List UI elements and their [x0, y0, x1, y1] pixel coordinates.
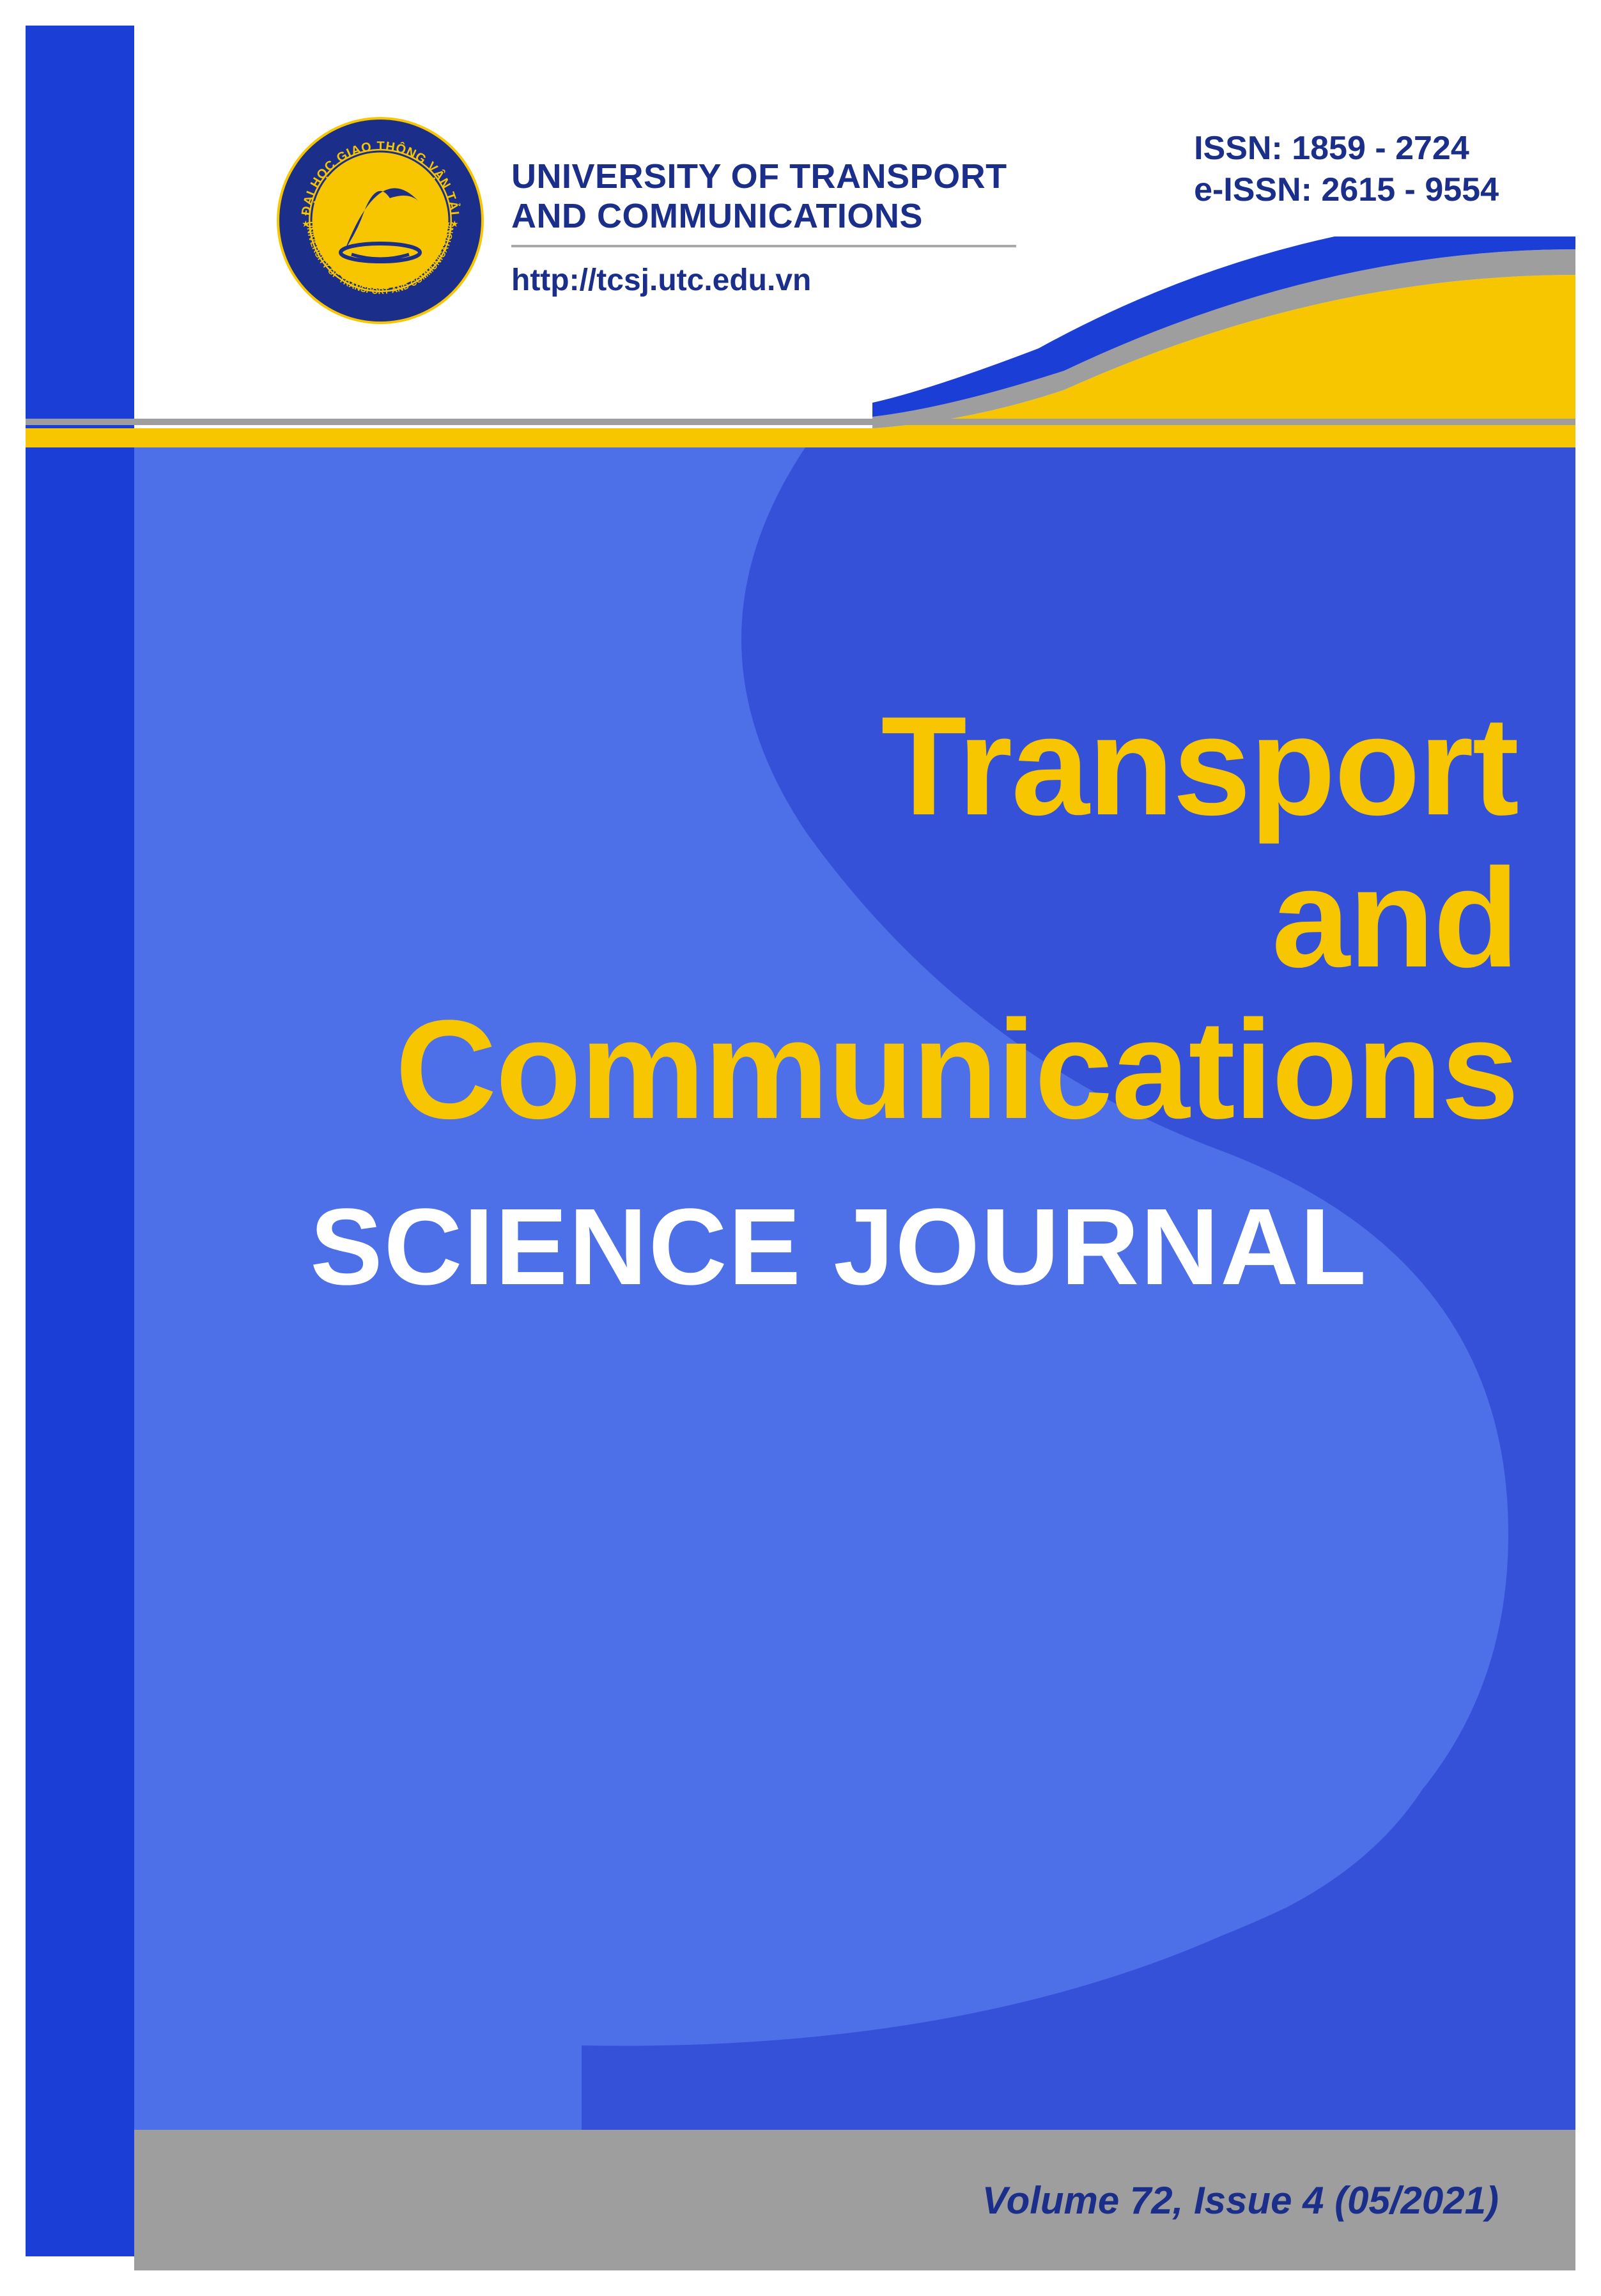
journal-subtitle: SCIENCE JOURNAL — [160, 1184, 1518, 1310]
svg-text:★: ★ — [451, 219, 459, 229]
volume-issue-text: Volume 72, Issue 4 (05/2021) — [982, 2178, 1499, 2222]
title-word-3: Communications — [160, 994, 1518, 1146]
university-name-line1: UNIVERSITY OF TRANSPORT — [511, 157, 1087, 196]
title-word-2: and — [160, 842, 1518, 995]
university-name-line2: AND COMMUNICATIONS — [511, 196, 1087, 236]
divider-grey — [26, 419, 1575, 425]
university-name-block: UNIVERSITY OF TRANSPORT AND COMMUNICATIO… — [511, 157, 1087, 298]
journal-title-block: Transport and Communications SCIENCE JOU… — [160, 690, 1518, 1310]
footer-bar: Volume 72, Issue 4 (05/2021) — [134, 2130, 1575, 2270]
left-blue-stripe — [26, 26, 134, 2256]
eissn-text: e-ISSN: 2615 - 9554 — [1194, 169, 1499, 211]
svg-text:★: ★ — [302, 219, 310, 229]
cover-body: Transport and Communications SCIENCE JOU… — [134, 447, 1575, 2130]
issn-block: ISSN: 1859 - 2724 e-ISSN: 2615 - 9554 — [1194, 128, 1499, 211]
divider-yellow — [26, 428, 1575, 447]
journal-url: http://tcsj.utc.edu.vn — [511, 263, 1087, 298]
title-word-1: Transport — [160, 690, 1518, 842]
header-rule — [511, 245, 1016, 247]
issn-text: ISSN: 1859 - 2724 — [1194, 128, 1499, 169]
header-region: ĐẠI HỌC GIAO THÔNG VẬN TẢI UNIVERSITY OF… — [134, 26, 1575, 428]
university-logo: ĐẠI HỌC GIAO THÔNG VẬN TẢI UNIVERSITY OF… — [275, 115, 486, 326]
